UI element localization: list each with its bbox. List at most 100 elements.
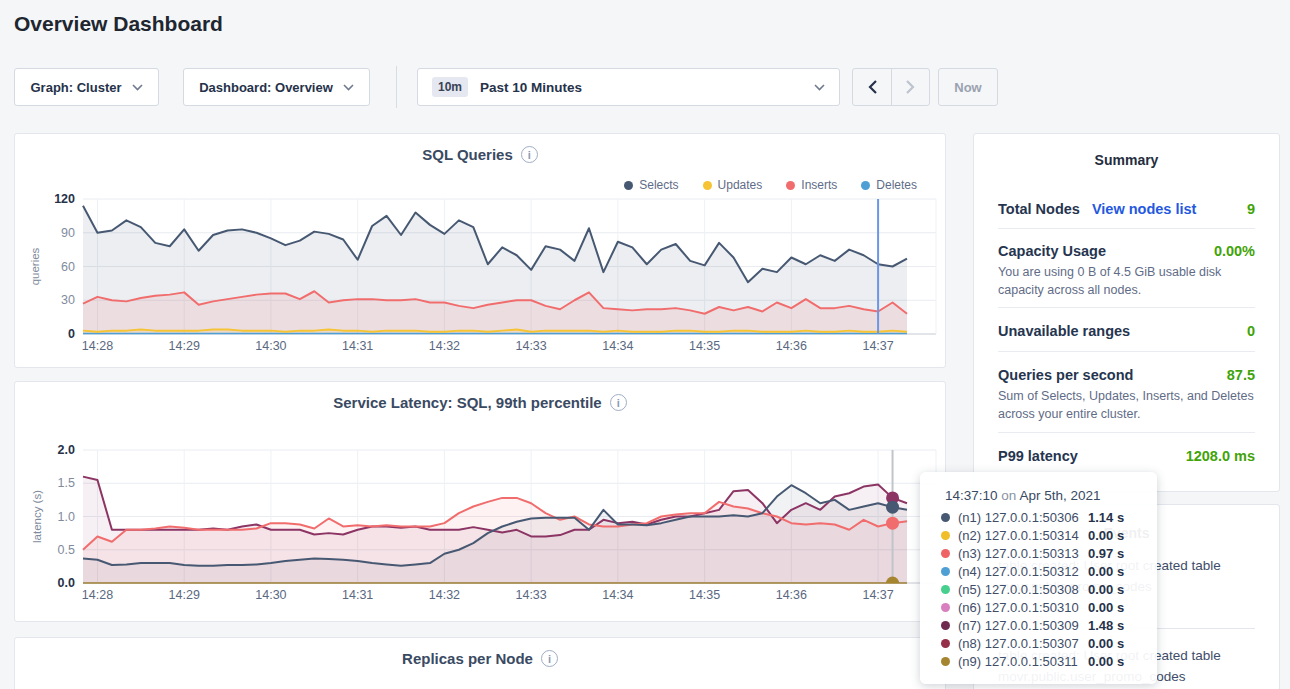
replicas-per-node-title: Replicas per Node: [402, 650, 533, 667]
chevron-down-icon: [814, 84, 825, 91]
svg-text:queries: queries: [29, 247, 41, 285]
svg-text:14:37: 14:37: [862, 339, 893, 353]
svg-text:0: 0: [68, 327, 75, 341]
summary-label: Total Nodes: [998, 201, 1080, 217]
tooltip-node-row: (n4) 127.0.0.1:503120.00 s: [941, 562, 1147, 580]
svg-text:latency (s): latency (s): [31, 490, 43, 543]
tooltip-node-row: (n7) 127.0.0.1:503091.48 s: [941, 616, 1147, 634]
node-address: (n8) 127.0.0.1:50307: [958, 636, 1088, 651]
svg-text:2.0: 2.0: [58, 443, 75, 457]
chevron-down-icon: [343, 84, 354, 91]
sql-queries-chart[interactable]: 030609012014:2814:2914:3014:3114:3214:33…: [15, 134, 945, 367]
svg-text:1.0: 1.0: [58, 510, 75, 524]
node-color-dot: [941, 513, 950, 522]
time-range-badge: 10m: [432, 77, 468, 97]
service-latency-panel: Service Latency: SQL, 99th percentilei 0…: [14, 381, 946, 622]
node-color-dot: [941, 639, 950, 648]
svg-text:0.0: 0.0: [58, 576, 75, 590]
node-color-dot: [941, 567, 950, 576]
view-nodes-list-link[interactable]: View nodes list: [1092, 201, 1197, 217]
svg-text:14:28: 14:28: [82, 588, 113, 602]
now-button[interactable]: Now: [938, 68, 998, 106]
svg-text:14:28: 14:28: [82, 339, 113, 353]
svg-text:30: 30: [61, 293, 75, 307]
svg-text:14:31: 14:31: [342, 339, 373, 353]
tooltip-node-row: (n3) 127.0.0.1:503130.97 s: [941, 544, 1147, 562]
summary-panel: Summary Total Nodes View nodes list 9 Capac…: [973, 133, 1280, 492]
svg-text:14:31: 14:31: [342, 588, 373, 602]
service-latency-chart[interactable]: 0.0 0.5 1.0 1.5 2.0 14:28 14:29 14:30 14:31 14:32…: [15, 382, 945, 621]
svg-text:60: 60: [61, 260, 75, 274]
node-color-dot: [941, 585, 950, 594]
svg-text:14:29: 14:29: [169, 339, 200, 353]
chart-hover-tooltip: 14:37:10 on Apr 5th, 2021 (n1) 127.0.0.1…: [920, 472, 1157, 684]
summary-value: 9: [1247, 201, 1255, 217]
svg-text:14:30: 14:30: [255, 339, 286, 353]
tooltip-node-row: (n9) 127.0.0.1:503110.00 s: [941, 652, 1147, 670]
time-nav-group: [852, 68, 930, 106]
summary-value: 0: [1247, 323, 1255, 339]
tooltip-node-row: (n5) 127.0.0.1:503080.00 s: [941, 580, 1147, 598]
svg-text:14:30: 14:30: [255, 588, 286, 602]
svg-text:14:32: 14:32: [429, 588, 460, 602]
time-range-dropdown[interactable]: 10m Past 10 Minutes: [417, 68, 840, 106]
svg-text:14:34: 14:34: [602, 339, 633, 353]
node-latency-value: 0.97 s: [1088, 546, 1124, 561]
summary-label: Capacity Usage: [998, 243, 1106, 259]
node-latency-value: 1.48 s: [1088, 618, 1124, 633]
time-range-label: Past 10 Minutes: [480, 80, 582, 95]
tooltip-timestamp: 14:37:10 on Apr 5th, 2021: [945, 488, 1147, 506]
summary-label: P99 latency: [998, 448, 1078, 464]
node-latency-value: 0.00 s: [1088, 636, 1124, 651]
info-icon[interactable]: i: [541, 650, 558, 667]
svg-text:14:37: 14:37: [862, 588, 893, 602]
tooltip-node-row: (n6) 127.0.0.1:503100.00 s: [941, 598, 1147, 616]
svg-text:14:29: 14:29: [169, 588, 200, 602]
node-address: (n4) 127.0.0.1:50312: [958, 564, 1088, 579]
replicas-per-node-panel: Replicas per Node i: [14, 637, 946, 689]
svg-text:14:36: 14:36: [776, 588, 807, 602]
node-address: (n9) 127.0.0.1:50311: [958, 654, 1088, 669]
node-latency-value: 1.14 s: [1088, 510, 1124, 525]
node-latency-value: 0.00 s: [1088, 528, 1124, 543]
node-address: (n2) 127.0.0.1:50314: [958, 528, 1088, 543]
next-time-button[interactable]: [891, 69, 929, 105]
prev-time-button[interactable]: [853, 69, 891, 105]
summary-label: Unavailable ranges: [998, 323, 1130, 339]
svg-text:14:33: 14:33: [515, 339, 546, 353]
chevron-down-icon: [132, 84, 143, 91]
node-latency-value: 0.00 s: [1088, 654, 1124, 669]
summary-title: Summary: [974, 152, 1279, 170]
summary-row: Queries per second 87.5 Sum of Selects, Up…: [998, 352, 1255, 433]
node-address: (n3) 127.0.0.1:50313: [958, 546, 1088, 561]
node-address: (n7) 127.0.0.1:50309: [958, 618, 1088, 633]
summary-row: Unavailable ranges 0: [998, 308, 1255, 352]
summary-row: Capacity Usage0.00%You are using 0 B of …: [998, 229, 1255, 308]
sql-queries-panel: SQL Queriesi SelectsUpdatesInsertsDelete…: [14, 133, 946, 368]
node-color-dot: [941, 621, 950, 630]
node-color-dot: [941, 657, 950, 666]
node-address: (n5) 127.0.0.1:50308: [958, 582, 1088, 597]
svg-text:14:33: 14:33: [515, 588, 546, 602]
dashboard-dropdown[interactable]: Dashboard: Overview: [183, 68, 370, 106]
svg-text:14:34: 14:34: [602, 588, 633, 602]
node-color-dot: [941, 549, 950, 558]
summary-label: Queries per second: [998, 367, 1133, 383]
node-latency-value: 0.00 s: [1088, 600, 1124, 615]
svg-text:1.5: 1.5: [58, 476, 75, 490]
summary-description: You are using 0 B of 4.5 GiB usable disk…: [998, 263, 1255, 299]
summary-description: Sum of Selects, Updates, Inserts, and De…: [998, 387, 1255, 423]
svg-text:0.5: 0.5: [58, 543, 75, 557]
svg-text:90: 90: [61, 226, 75, 240]
summary-value: 1208.0 ms: [1186, 448, 1255, 464]
summary-row: Total Nodes View nodes list 9: [998, 170, 1255, 229]
summary-row: P99 latency 1208.0 ms: [998, 433, 1255, 464]
tooltip-node-row: (n8) 127.0.0.1:503070.00 s: [941, 634, 1147, 652]
svg-text:14:36: 14:36: [776, 339, 807, 353]
node-latency-value: 0.00 s: [1088, 564, 1124, 579]
page-title: Overview Dashboard: [14, 12, 223, 36]
graph-dropdown[interactable]: Graph: Cluster: [14, 68, 159, 106]
svg-text:120: 120: [54, 192, 75, 206]
controls-divider: [396, 66, 397, 108]
summary-value: 87.5: [1227, 367, 1255, 383]
